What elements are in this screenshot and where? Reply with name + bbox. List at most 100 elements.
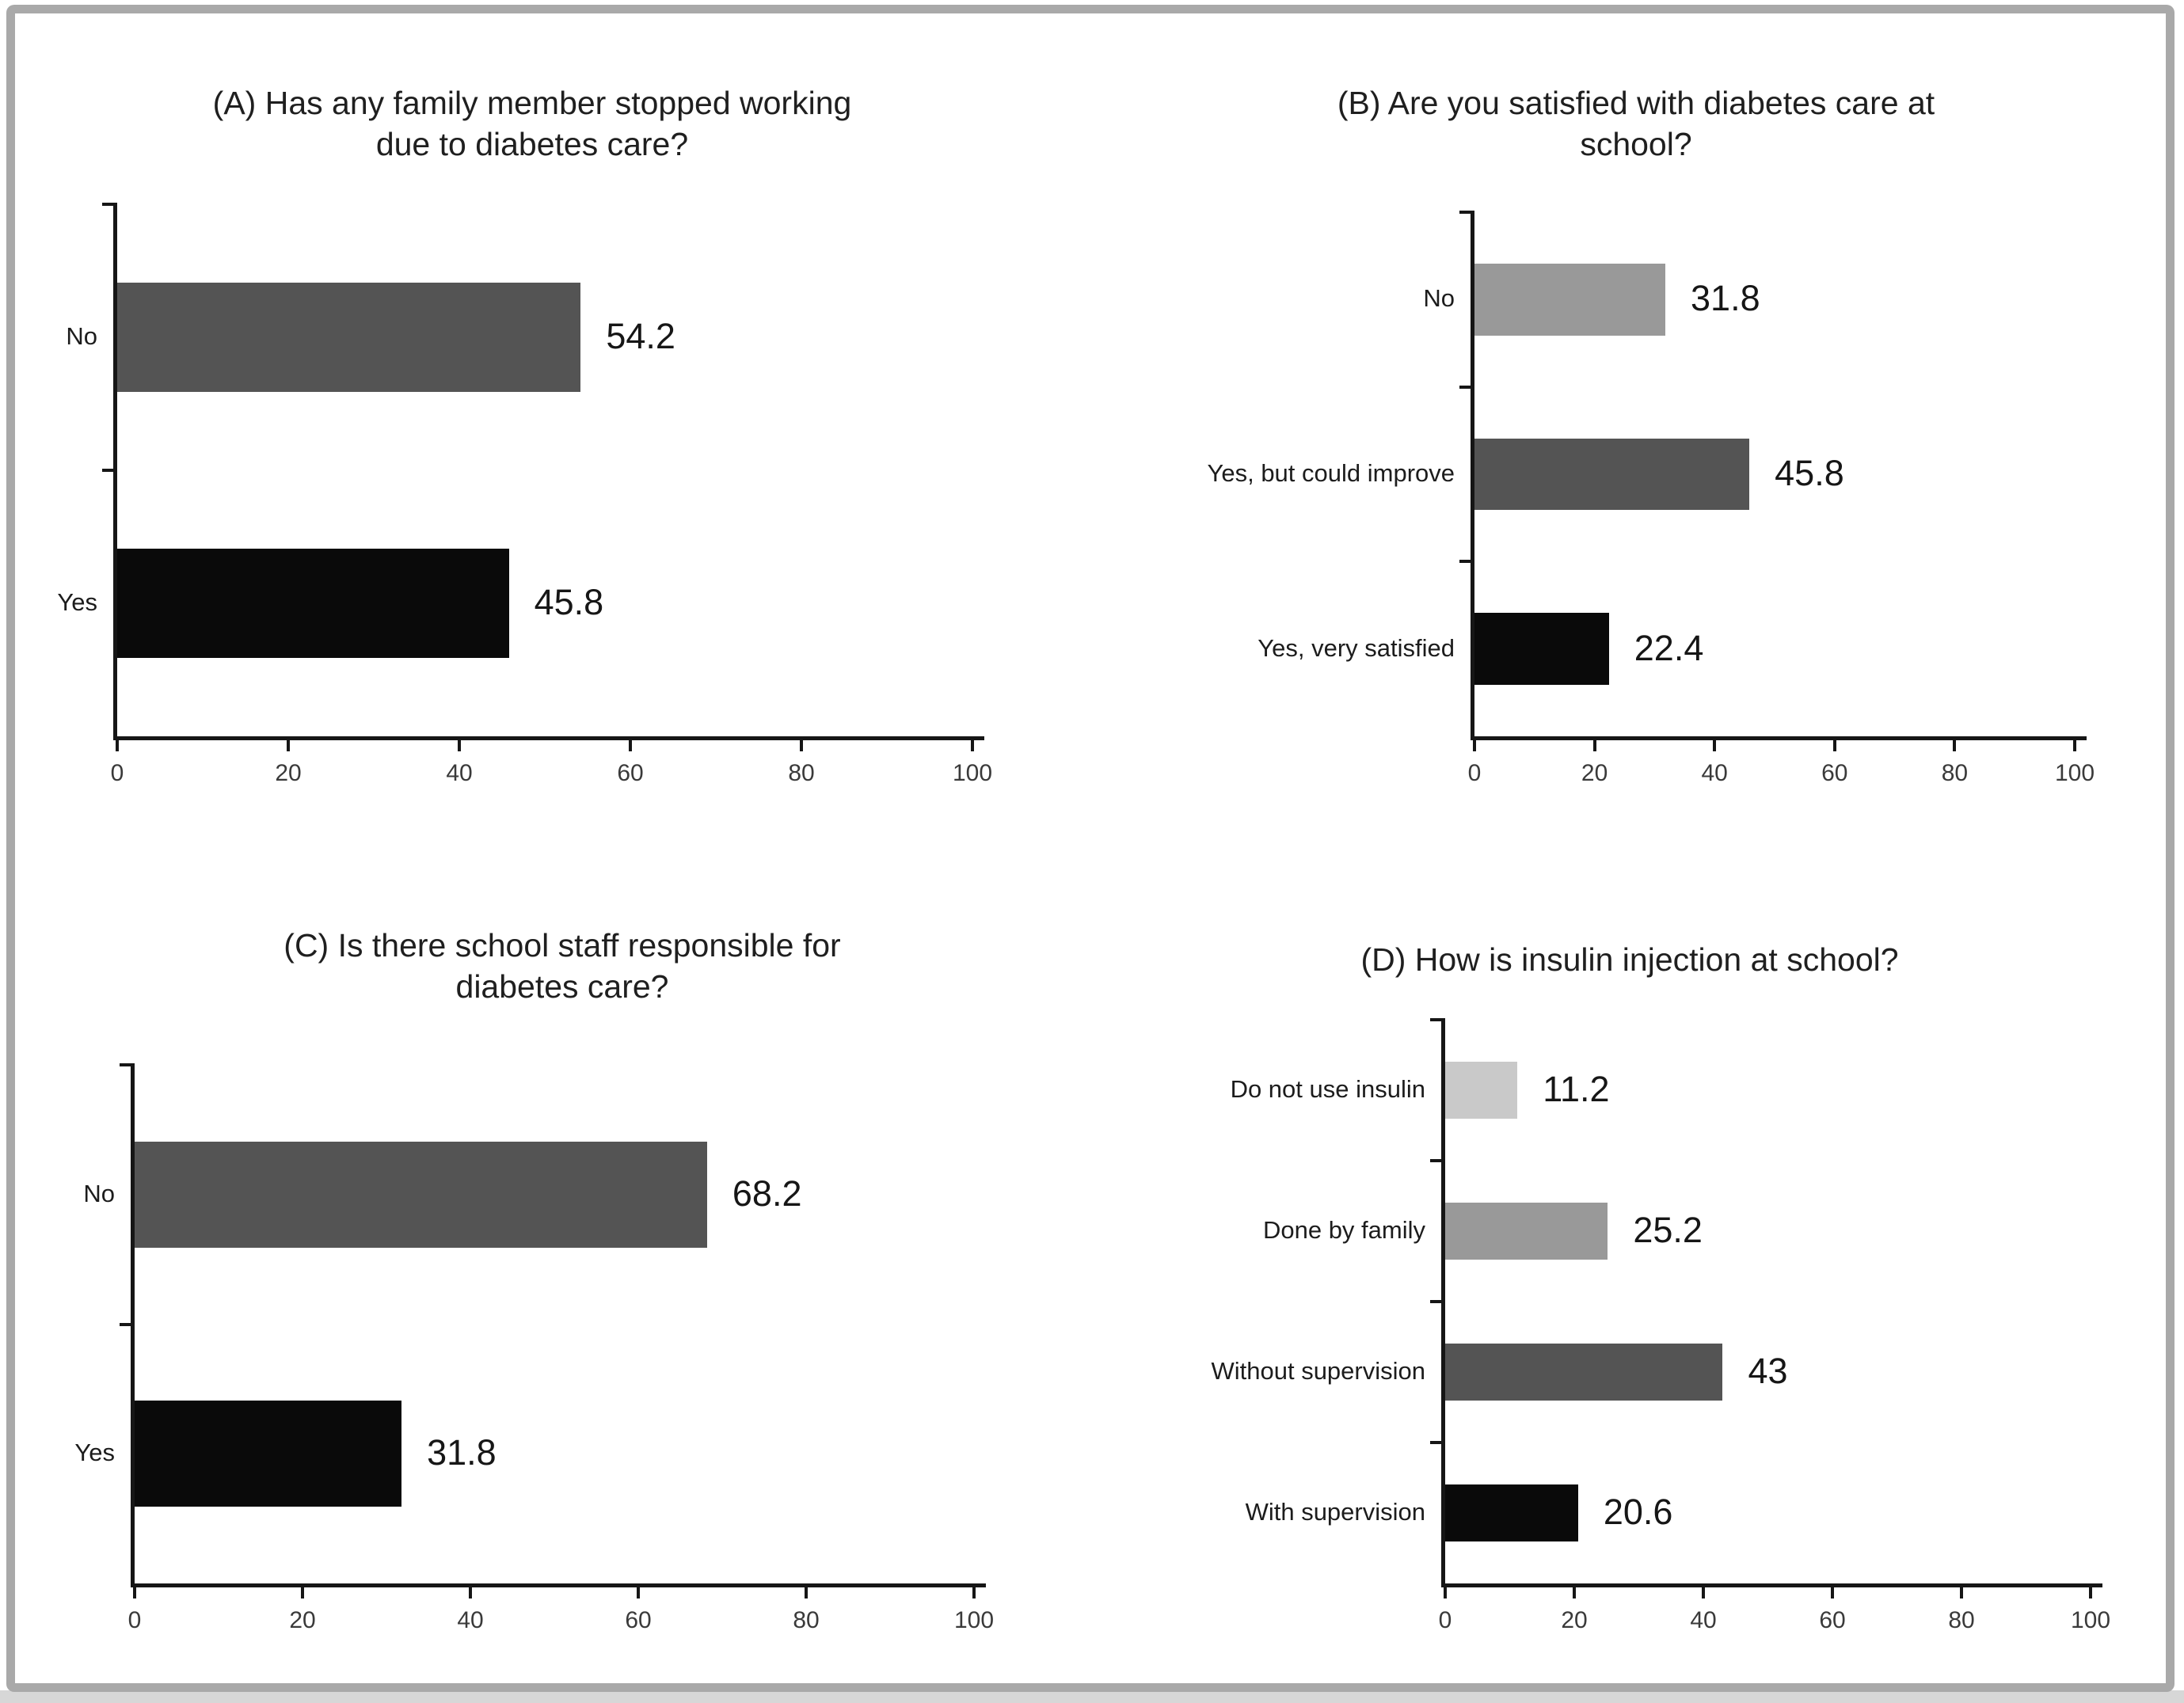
bar-do-not-use-insulin [1445,1061,1518,1119]
value-label-yes: 31.8 [427,1432,497,1473]
frame-bottom-shadow [0,1690,2184,1703]
x-axis-tick [301,1587,304,1598]
value-label-no: 54.2 [606,316,675,356]
x-axis-tick-label: 20 [289,1607,316,1633]
value-label-yes-very-satisfied: 22.4 [1634,627,1704,668]
x-axis-line [131,1583,986,1587]
x-axis-tick [1573,1587,1576,1598]
x-axis-tick [2073,740,2076,751]
x-axis-tick [458,740,461,751]
x-axis-tick-label: 60 [625,1607,652,1633]
x-axis-tick-label: 40 [1690,1607,1717,1633]
chart-b-plot: 0 20 40 60 80 100 No 31.8 Yes, but could improve… [1208,211,2095,786]
bar-with-supervision [1445,1484,1578,1542]
x-axis-line [1471,736,2087,740]
bar-without-supervision [1445,1343,1723,1401]
x-axis-tick-label: 20 [275,760,302,786]
x-axis-tick [287,740,290,751]
value-label-no: 31.8 [1691,278,1760,319]
bar-yes [135,1401,402,1507]
x-axis-tick [1832,740,1836,751]
bar-yes-but-could-improve [1474,438,1750,511]
x-axis-tick-label: 20 [1561,1607,1588,1633]
x-axis-tick-label: 40 [457,1607,484,1633]
chart-b-title-line: (B) Are you satisfied with diabetes care… [1337,85,1935,121]
chart-c-title: (C) Is there school staff responsible fo… [87,925,1037,1008]
x-axis-tick-label: 40 [1701,760,1728,786]
x-axis-tick-label: 100 [952,760,993,786]
x-axis-tick-label: 0 [1467,760,1482,786]
chart-b-title-line: school? [1580,126,1692,163]
value-label-without-supervision: 43 [1748,1351,1788,1391]
x-axis-tick-label: 100 [2054,760,2095,786]
value-label-yes: 45.8 [534,582,604,622]
chart-c-plot: 0 20 40 60 80 100 No 68.2 Yes 31.8 [74,1063,994,1633]
x-axis-tick-label: 80 [793,1607,820,1633]
x-axis-tick [1713,740,1717,751]
x-axis-tick [1444,1587,1447,1598]
chart-b-title: (B) Are you satisfied with diabetes care… [1161,82,2111,165]
category-label-do-not-use-insulin: Do not use insulin [1230,1075,1425,1103]
x-axis-tick [1960,1587,1963,1598]
bar-no [1474,264,1666,336]
x-axis-tick [1702,1587,1705,1598]
x-axis-tick [637,1587,640,1598]
category-label-no: No [83,1179,115,1207]
chart-c-title-line: (C) Is there school staff responsible fo… [283,927,841,964]
chart-a-plot: 0 20 40 60 80 100 No 54.2 Yes 45.8 [57,203,992,786]
y-axis-category-tick [1430,1441,1445,1444]
x-axis-tick [1831,1587,1834,1598]
category-label-yes-very-satisfied: Yes, very satisfied [1258,633,1455,662]
x-axis-tick-label: 0 [1438,1607,1452,1633]
category-label-yes: Yes [74,1439,115,1467]
x-axis-tick [1592,740,1596,751]
category-label-done-by-family: Done by family [1262,1216,1425,1244]
x-axis-tick [629,740,632,751]
bar-done-by-family [1445,1202,1608,1260]
x-axis-tick-label: 0 [127,1607,142,1633]
chart-c-title-line: diabetes care? [455,968,669,1005]
chart-a-title-line: (A) Has any family member stopped workin… [212,85,852,121]
chart-a-title: (A) Has any family member stopped workin… [57,82,1007,165]
x-axis-tick [116,740,119,751]
category-label-with-supervision: With supervision [1245,1498,1425,1526]
category-label-no: No [1423,284,1455,313]
x-axis-line [113,736,984,740]
bar-yes [117,549,509,658]
x-axis-tick [972,1587,976,1598]
y-axis-category-tick [1430,1018,1445,1021]
x-axis-tick-label: 80 [1948,1607,1975,1633]
y-axis-category-tick [120,1063,135,1066]
category-label-yes-but-could-improve: Yes, but could improve [1207,459,1455,487]
x-axis-tick-label: 20 [1581,760,1608,786]
y-axis-category-tick [1430,1159,1445,1162]
x-axis-tick-label: 60 [1821,760,1848,786]
x-axis-tick-label: 100 [2070,1607,2111,1633]
x-axis-tick [469,1587,472,1598]
category-label-without-supervision: Without supervision [1211,1357,1425,1385]
chart-a-title-line: due to diabetes care? [375,126,689,163]
x-axis-tick-label: 80 [788,760,815,786]
x-axis-tick-label: 0 [110,760,124,786]
value-label-with-supervision: 20.6 [1603,1492,1673,1532]
y-axis-category-tick [120,1322,135,1326]
y-axis-category-tick [1459,211,1474,214]
x-axis-line [1441,1583,2102,1587]
x-axis-tick [133,1587,136,1598]
x-axis-tick [971,740,974,751]
y-axis-category-tick [1430,1300,1445,1303]
y-axis-category-tick [1459,385,1474,389]
y-axis-category-tick [102,469,117,472]
x-axis-tick-label: 60 [617,760,644,786]
x-axis-tick-label: 80 [1941,760,1969,786]
y-axis-category-tick [102,203,117,206]
value-label-done-by-family: 25.2 [1633,1210,1703,1250]
chart-d-title: (D) How is insulin injection at school? [1075,939,2184,980]
y-axis-category-tick [1459,560,1474,564]
y-axis-line [1471,211,1474,738]
category-label-no: No [66,322,97,350]
